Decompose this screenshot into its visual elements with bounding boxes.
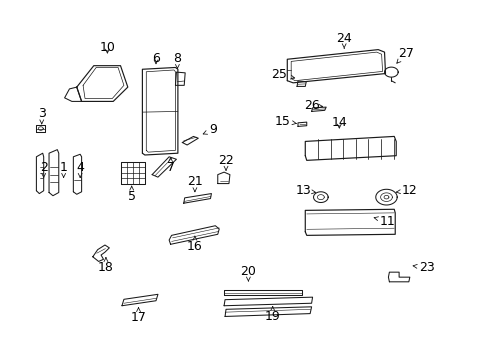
Text: 1: 1 — [60, 161, 67, 177]
Text: 21: 21 — [186, 175, 203, 192]
Text: 16: 16 — [186, 236, 203, 253]
Text: 8: 8 — [173, 52, 181, 68]
Text: 9: 9 — [203, 123, 216, 136]
Text: 3: 3 — [38, 107, 45, 124]
Text: 2: 2 — [40, 161, 47, 177]
Text: 27: 27 — [396, 47, 413, 63]
Text: 15: 15 — [274, 114, 296, 127]
Text: 11: 11 — [373, 215, 395, 228]
Text: 25: 25 — [271, 68, 294, 81]
Text: 4: 4 — [76, 161, 84, 177]
Text: 26: 26 — [303, 99, 322, 112]
Text: 24: 24 — [336, 32, 351, 48]
Text: 7: 7 — [166, 158, 174, 174]
Text: 19: 19 — [264, 307, 280, 323]
Text: 14: 14 — [331, 116, 346, 129]
Text: 18: 18 — [98, 258, 114, 274]
Text: 5: 5 — [127, 186, 135, 203]
Text: 22: 22 — [218, 154, 233, 170]
Text: 17: 17 — [130, 308, 146, 324]
Text: 6: 6 — [152, 52, 160, 65]
Text: 23: 23 — [412, 261, 434, 274]
Text: 20: 20 — [240, 265, 256, 281]
Text: 13: 13 — [295, 184, 315, 197]
Text: 10: 10 — [99, 41, 115, 54]
Text: 12: 12 — [395, 184, 417, 197]
